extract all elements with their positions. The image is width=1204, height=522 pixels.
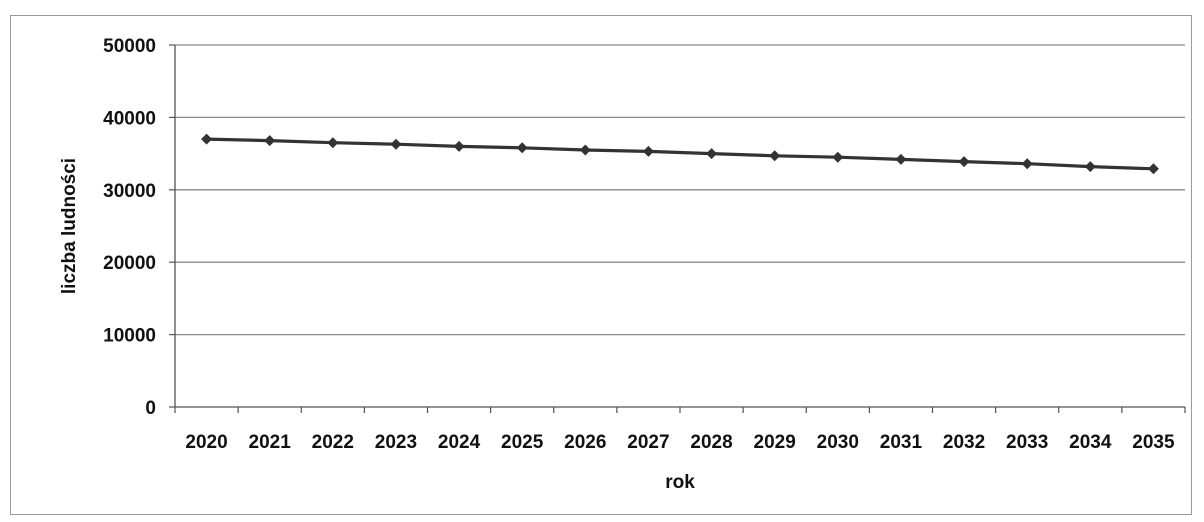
x-tick-label-2030: 2030	[817, 432, 859, 453]
data-point-2021	[264, 135, 276, 147]
x-axis-title: rok	[665, 472, 695, 493]
data-point-2032	[958, 156, 970, 168]
x-tick-label-2026: 2026	[564, 432, 606, 453]
series-line-0	[206, 137, 1154, 171]
data-point-2026	[579, 144, 591, 156]
x-tick-label-2021: 2021	[249, 432, 292, 453]
y-tick-label-0: 0	[145, 398, 156, 419]
series-group	[201, 133, 1159, 175]
gridlines	[175, 44, 1185, 336]
y-axis-title: liczba ludności	[59, 158, 80, 294]
x-tick-label-2024: 2024	[438, 432, 481, 453]
x-tick-label-2027: 2027	[627, 432, 669, 453]
data-point-2035	[1147, 163, 1159, 175]
data-point-2022	[327, 137, 339, 149]
data-point-2027	[642, 145, 654, 157]
data-point-2029	[769, 150, 781, 162]
data-point-2030	[832, 151, 844, 163]
y-tick-label-50000: 50000	[103, 36, 156, 57]
x-tick-label-2029: 2029	[754, 432, 796, 453]
y-tick-label-40000: 40000	[103, 108, 156, 129]
y-tick-label-10000: 10000	[103, 326, 156, 347]
x-tick-label-2035: 2035	[1132, 432, 1175, 453]
axes	[169, 44, 1186, 413]
y-tick-label-20000: 20000	[103, 253, 156, 274]
data-point-2024	[453, 140, 465, 152]
x-tick-label-2032: 2032	[943, 432, 985, 453]
data-point-2025	[516, 142, 528, 154]
x-tick-label-2034: 2034	[1069, 432, 1112, 453]
data-point-2020	[201, 133, 213, 145]
x-tick-label-2031: 2031	[880, 432, 923, 453]
data-point-2028	[706, 148, 718, 160]
x-tick-labels: 2020 2021 2022 2023 2024 2025 2026 2027 2028 2029…	[185, 432, 1175, 453]
x-tick-label-2020: 2020	[185, 432, 227, 453]
x-tick-label-2028: 2028	[690, 432, 732, 453]
data-point-2034	[1084, 161, 1096, 173]
chart-frame	[10, 15, 1192, 515]
x-tick-label-2033: 2033	[1006, 432, 1048, 453]
x-tick-label-2022: 2022	[312, 432, 354, 453]
data-point-2031	[895, 153, 907, 165]
y-tick-label-30000: 30000	[103, 181, 156, 202]
data-point-2033	[1021, 158, 1033, 170]
x-tick-label-2025: 2025	[501, 432, 544, 453]
data-point-2023	[390, 138, 402, 150]
y-tick-labels: 0 10000 20000 30000 40000 50000	[103, 36, 156, 419]
x-tick-label-2023: 2023	[375, 432, 417, 453]
